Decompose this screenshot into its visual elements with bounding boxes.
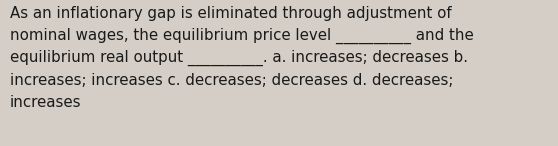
Text: As an inflationary gap is eliminated through adjustment of
nominal wages, the eq: As an inflationary gap is eliminated thr… [10,6,474,110]
